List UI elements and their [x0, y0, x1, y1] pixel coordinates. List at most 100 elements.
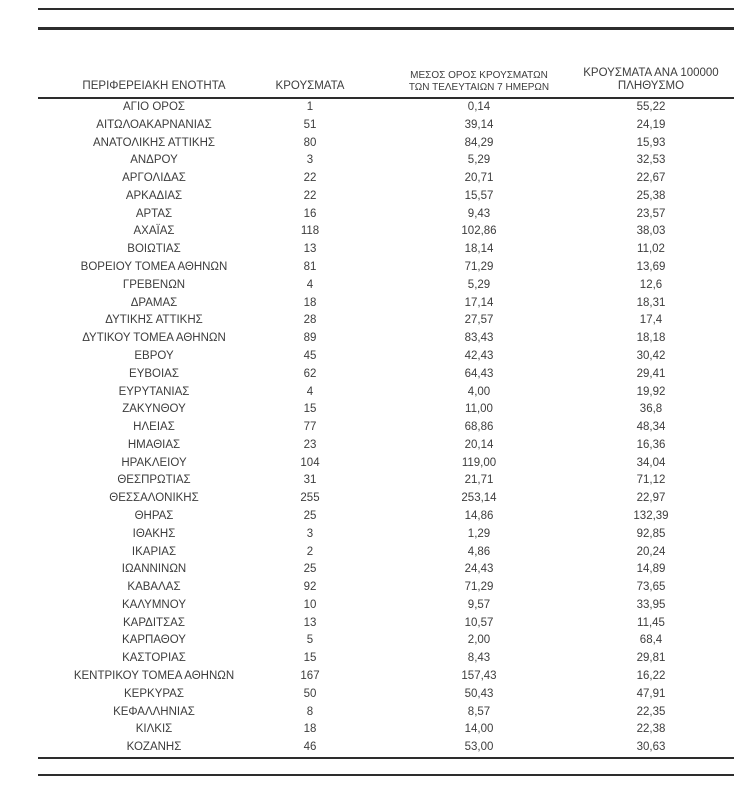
- region-cell: ΖΑΚΥΝΘΟΥ: [122, 403, 186, 416]
- table-row: ΑΡΓΟΛΙΔΑΣ 22 20,71 22,67: [38, 170, 734, 188]
- per100k-cell: 19,92: [636, 385, 666, 398]
- table-row: ΑΡΤΑΣ 16 9,43 23,57: [38, 206, 734, 224]
- region-cell: ΚΑΡΔΙΤΣΑΣ: [123, 616, 185, 629]
- per100k-cell: 38,03: [636, 225, 666, 238]
- per100k-cell: 22,38: [636, 723, 666, 736]
- cases-cell: 1: [306, 101, 314, 113]
- col-header-cases: ΚΡΟΥΣΜΑΤΑ: [270, 53, 350, 99]
- cases-cell: 2: [306, 545, 314, 558]
- per100k-cell: 16,36: [636, 438, 666, 451]
- region-cell: ΚΑΡΠΑΘΟΥ: [122, 634, 186, 647]
- table-row: ΒΟΙΩΤΙΑΣ 13 18,14 11,02: [38, 241, 734, 259]
- cases-cell: 13: [303, 243, 317, 256]
- region-cell: ΒΟΙΩΤΙΑΣ: [127, 243, 181, 256]
- per100k-cell: 30,42: [636, 349, 666, 362]
- avg7-cell: 50,43: [464, 687, 494, 700]
- per100k-cell: 55,22: [636, 101, 666, 113]
- cases-cell: 167: [300, 670, 320, 682]
- cases-cell: 104: [300, 456, 320, 469]
- cases-cell: 4: [306, 385, 314, 398]
- avg7-cell: 39,14: [464, 118, 494, 131]
- table-row: ΖΑΚΥΝΘΟΥ 15 11,00 36,8: [38, 401, 734, 419]
- cases-cell: 3: [306, 154, 314, 167]
- region-cell: ΗΡΑΚΛΕΙΟΥ: [121, 456, 187, 469]
- per100k-cell: 29,81: [636, 652, 666, 665]
- per100k-cell: 92,85: [636, 527, 666, 540]
- per100k-cell: 71,12: [636, 474, 666, 487]
- table-row: ΚΕΝΤΡΙΚΟΥ ΤΟΜΕΑ ΑΘΗΝΩΝ 167 157,43 16,22: [38, 668, 734, 686]
- per100k-cell: 22,35: [636, 705, 666, 718]
- per100k-cell: 25,38: [636, 189, 666, 202]
- region-cell: ΚΑΒΑΛΑΣ: [127, 581, 181, 594]
- cases-cell: 10: [303, 598, 317, 611]
- per100k-cell: 23,57: [636, 207, 666, 220]
- per100k-cell: 12,6: [639, 278, 663, 291]
- region-cell: ΑΡΓΟΛΙΔΑΣ: [122, 172, 186, 185]
- region-cell: ΑΓΙΟ ΟΡΟΣ: [122, 101, 185, 113]
- region-cell: ΑΡΤΑΣ: [135, 207, 173, 220]
- table-row: ΚΑΡΔΙΤΣΑΣ 13 10,57 11,45: [38, 615, 734, 633]
- region-cell: ΚΕΦΑΛΛΗΝΙΑΣ: [113, 705, 195, 718]
- avg7-cell: 1,29: [467, 527, 491, 540]
- avg7-cell: 4,00: [467, 385, 491, 398]
- cases-cell: 3: [306, 527, 314, 540]
- per100k-cell: 36,8: [639, 403, 663, 416]
- avg7-cell: 68,86: [464, 421, 494, 434]
- region-cell: ΔΥΤΙΚΗΣ ΑΤΤΙΚΗΣ: [105, 314, 203, 327]
- region-cell: ΓΡΕΒΕΝΩΝ: [122, 278, 186, 291]
- avg7-cell: 64,43: [464, 367, 494, 380]
- per100k-cell: 24,19: [636, 118, 666, 131]
- avg7-cell: 83,43: [464, 332, 494, 345]
- avg7-cell: 15,57: [464, 189, 494, 202]
- col-header-7day-average-line2: ΤΩΝ ΤΕΛΕΥΤΑΙΩΝ 7 ΗΜΕΡΩΝ: [408, 81, 550, 93]
- table-row: ΔΥΤΙΚΗΣ ΑΤΤΙΚΗΣ 28 27,57 17,4: [38, 312, 734, 330]
- table-row: ΚΟΖΑΝΗΣ 46 53,00 30,63: [38, 739, 734, 759]
- region-cell: ΚΕΡΚΥΡΑΣ: [124, 687, 184, 700]
- table-row: ΑΡΚΑΔΙΑΣ 22 15,57 25,38: [38, 188, 734, 206]
- table-row: ΘΕΣΠΡΩΤΙΑΣ 31 21,71 71,12: [38, 472, 734, 490]
- region-cell: ΚΟΖΑΝΗΣ: [38, 739, 270, 759]
- col-header-cases-per-100000-line2: ΠΛΗΘΥΣΜΟ: [617, 79, 685, 92]
- per100k-cell: 18,31: [636, 296, 666, 309]
- cases-cell: 118: [300, 225, 320, 238]
- avg7-cell: 14,86: [464, 509, 494, 522]
- region-cell: ΚΕΝΤΡΙΚΟΥ ΤΟΜΕΑ ΑΘΗΝΩΝ: [73, 670, 235, 682]
- per100k-cell: 16,22: [636, 670, 666, 682]
- region-cell: ΙΩΑΝΝΙΝΩΝ: [121, 563, 187, 576]
- region-cell: ΘΕΣΣΑΛΟΝΙΚΗΣ: [109, 492, 199, 505]
- avg7-cell: 14,00: [464, 723, 494, 736]
- top-rule-outer: [38, 8, 734, 10]
- cases-cell: 15: [303, 403, 317, 416]
- avg7-cell: 5,29: [467, 154, 491, 167]
- region-cell: ΙΚΑΡΙΑΣ: [131, 545, 177, 558]
- col-header-7day-average-line1: ΜΕΣΟΣ ΟΡΟΣ ΚΡΟΥΣΜΑΤΩΝ: [410, 70, 548, 81]
- region-cell: ΑΝΔΡΟΥ: [130, 154, 178, 167]
- table-row: ΑΝΔΡΟΥ 3 5,29 32,53: [38, 152, 734, 170]
- cases-cell: 8: [306, 705, 314, 718]
- avg7-cell: 9,43: [467, 207, 491, 220]
- table-row: ΚΕΦΑΛΛΗΝΙΑΣ 8 8,57 22,35: [38, 704, 734, 722]
- cases-cell: 45: [303, 349, 317, 362]
- cases-cell: 18: [303, 723, 317, 736]
- table-row: ΔΥΤΙΚΟΥ ΤΟΜΕΑ ΑΘΗΝΩΝ 89 83,43 18,18: [38, 330, 734, 348]
- table-row: ΚΕΡΚΥΡΑΣ 50 50,43 47,91: [38, 686, 734, 704]
- cases-cell: 89: [303, 332, 317, 345]
- table-header-row: ΠΕΡΙΦΕΡΕΙΑΚΗ ΕΝΟΤΗΤΑ ΚΡΟΥΣΜΑΤΑ ΜΕΣΟΣ ΟΡΟ…: [38, 53, 734, 99]
- table-row: ΘΗΡΑΣ 25 14,86 132,39: [38, 508, 734, 526]
- avg7-cell: 2,00: [467, 634, 491, 647]
- cases-cell: 22: [303, 172, 317, 185]
- region-cell: ΚΑΛΥΜΝΟΥ: [122, 598, 186, 611]
- per100k-cell: 68,4: [639, 634, 663, 647]
- table-row: ΚΑΒΑΛΑΣ 92 71,29 73,65: [38, 579, 734, 597]
- region-cell: ΑΝΑΤΟΛΙΚΗΣ ΑΤΤΙΚΗΣ: [92, 136, 215, 149]
- table-row: ΑΧΑΪΑΣ 118 102,86 38,03: [38, 223, 734, 241]
- table-row: ΘΕΣΣΑΛΟΝΙΚΗΣ 255 253,14 22,97: [38, 490, 734, 508]
- avg7-cell: 102,86: [461, 225, 497, 238]
- avg7-cell: 157,43: [461, 670, 497, 682]
- col-header-7day-average: ΜΕΣΟΣ ΟΡΟΣ ΚΡΟΥΣΜΑΤΩΝ ΤΩΝ ΤΕΛΕΥΤΑΙΩΝ 7 Η…: [350, 53, 568, 99]
- cases-cell: 81: [303, 261, 317, 274]
- cases-cell: 15: [303, 652, 317, 665]
- avg7-cell: 0,14: [467, 101, 491, 113]
- cases-cell: 22: [303, 189, 317, 202]
- per100k-cell: 22,67: [636, 172, 666, 185]
